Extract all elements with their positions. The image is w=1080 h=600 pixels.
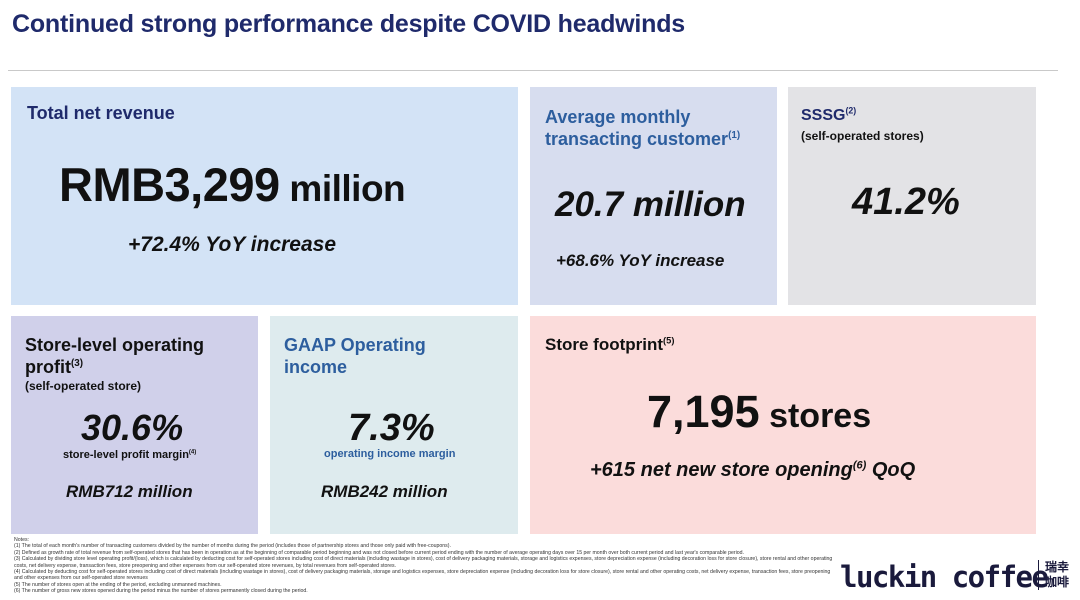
page-title: Continued strong performance despite COV…	[12, 10, 686, 38]
customers-label-line2: transacting customer(1)	[545, 129, 741, 149]
gaap-card: GAAP Operating income 7.3% operating inc…	[270, 316, 518, 534]
gaap-label: GAAP Operating income	[284, 334, 426, 378]
gaap-value: 7.3%	[348, 407, 435, 449]
notes-heading: Notes:	[14, 537, 29, 543]
footprint-value-line: 7,195 stores	[647, 386, 871, 438]
note-2: (2) Defined as growth rate of total reve…	[14, 549, 744, 556]
store-profit-label-line1: Store-level operating	[25, 335, 205, 355]
customers-label-line1: Average monthly	[545, 107, 691, 127]
note-1: (1) The total of each month's number of …	[14, 543, 451, 550]
store-profit-label-line2: profit(3)	[25, 357, 84, 377]
luckin-logo: luckin coffee	[840, 560, 1049, 594]
store-profit-note-ref: (3)	[70, 358, 84, 369]
footprint-unit: stores	[759, 397, 872, 435]
store-profit-caption-ref: (4)	[188, 449, 197, 456]
sssg-card: SSSG(2) (self-operated stores) 41.2%	[788, 87, 1036, 305]
sssg-label: SSSG(2)	[801, 105, 857, 124]
footprint-change: +615 net new store opening(6) QoQ	[590, 459, 916, 481]
logo-cn-line1: 瑞幸	[1045, 560, 1070, 574]
store-profit-card: Store-level operating profit(3) (self-op…	[11, 316, 258, 534]
sssg-note-ref: (2)	[845, 105, 857, 116]
title-divider	[8, 70, 1058, 71]
revenue-unit: million	[279, 168, 406, 209]
store-profit-amount: RMB712 million	[66, 482, 193, 501]
footprint-note-ref: (5)	[663, 335, 675, 346]
gaap-label-line2: income	[284, 357, 348, 377]
gaap-amount: RMB242 million	[321, 482, 448, 501]
store-profit-label: Store-level operating profit(3)	[25, 334, 204, 378]
logo-cn-line2: 咖啡	[1045, 575, 1070, 589]
logo-divider	[1038, 560, 1039, 590]
footprint-card: Store footprint(5) 7,195 stores +615 net…	[530, 316, 1036, 534]
revenue-value-line: RMB3,299 million	[59, 157, 406, 212]
footprint-label: Store footprint(5)	[545, 335, 675, 354]
store-profit-caption: store-level profit margin(4)	[63, 449, 197, 461]
gaap-label-line1: GAAP Operating	[284, 335, 426, 355]
note-3: (3) Calculated by dividing store level o…	[14, 556, 833, 569]
footprint-change-ref: (6)	[852, 459, 867, 472]
revenue-card: Total net revenue RMB3,299 million +72.4…	[11, 87, 518, 305]
sssg-value: 41.2%	[852, 181, 960, 223]
footprint-value: 7,195	[647, 386, 760, 437]
customers-note-ref: (1)	[728, 130, 741, 141]
luckin-logo-chinese: 瑞幸 咖啡	[1045, 560, 1069, 590]
note-6: (6) The number of gross new stores opene…	[14, 588, 308, 595]
customers-change: +68.6% YoY increase	[556, 251, 725, 270]
revenue-label: Total net revenue	[27, 103, 175, 123]
store-profit-value: 30.6%	[81, 407, 184, 448]
customers-value: 20.7 million	[555, 185, 746, 224]
store-profit-sublabel: (self-operated store)	[25, 379, 142, 393]
sssg-sublabel: (self-operated stores)	[801, 129, 924, 143]
footnotes: Notes: (1) The total of each month's num…	[14, 537, 834, 595]
revenue-value: RMB3,299	[59, 158, 280, 211]
note-4: (4) Calculated by deducting cost for sel…	[14, 569, 831, 582]
revenue-change: +72.4% YoY increase	[128, 233, 337, 256]
customers-label: Average monthly transacting customer(1)	[545, 106, 740, 150]
customers-card: Average monthly transacting customer(1) …	[530, 87, 777, 305]
note-5: (5) The number of stores open at the end…	[14, 581, 222, 588]
gaap-caption: operating income margin	[324, 448, 456, 460]
